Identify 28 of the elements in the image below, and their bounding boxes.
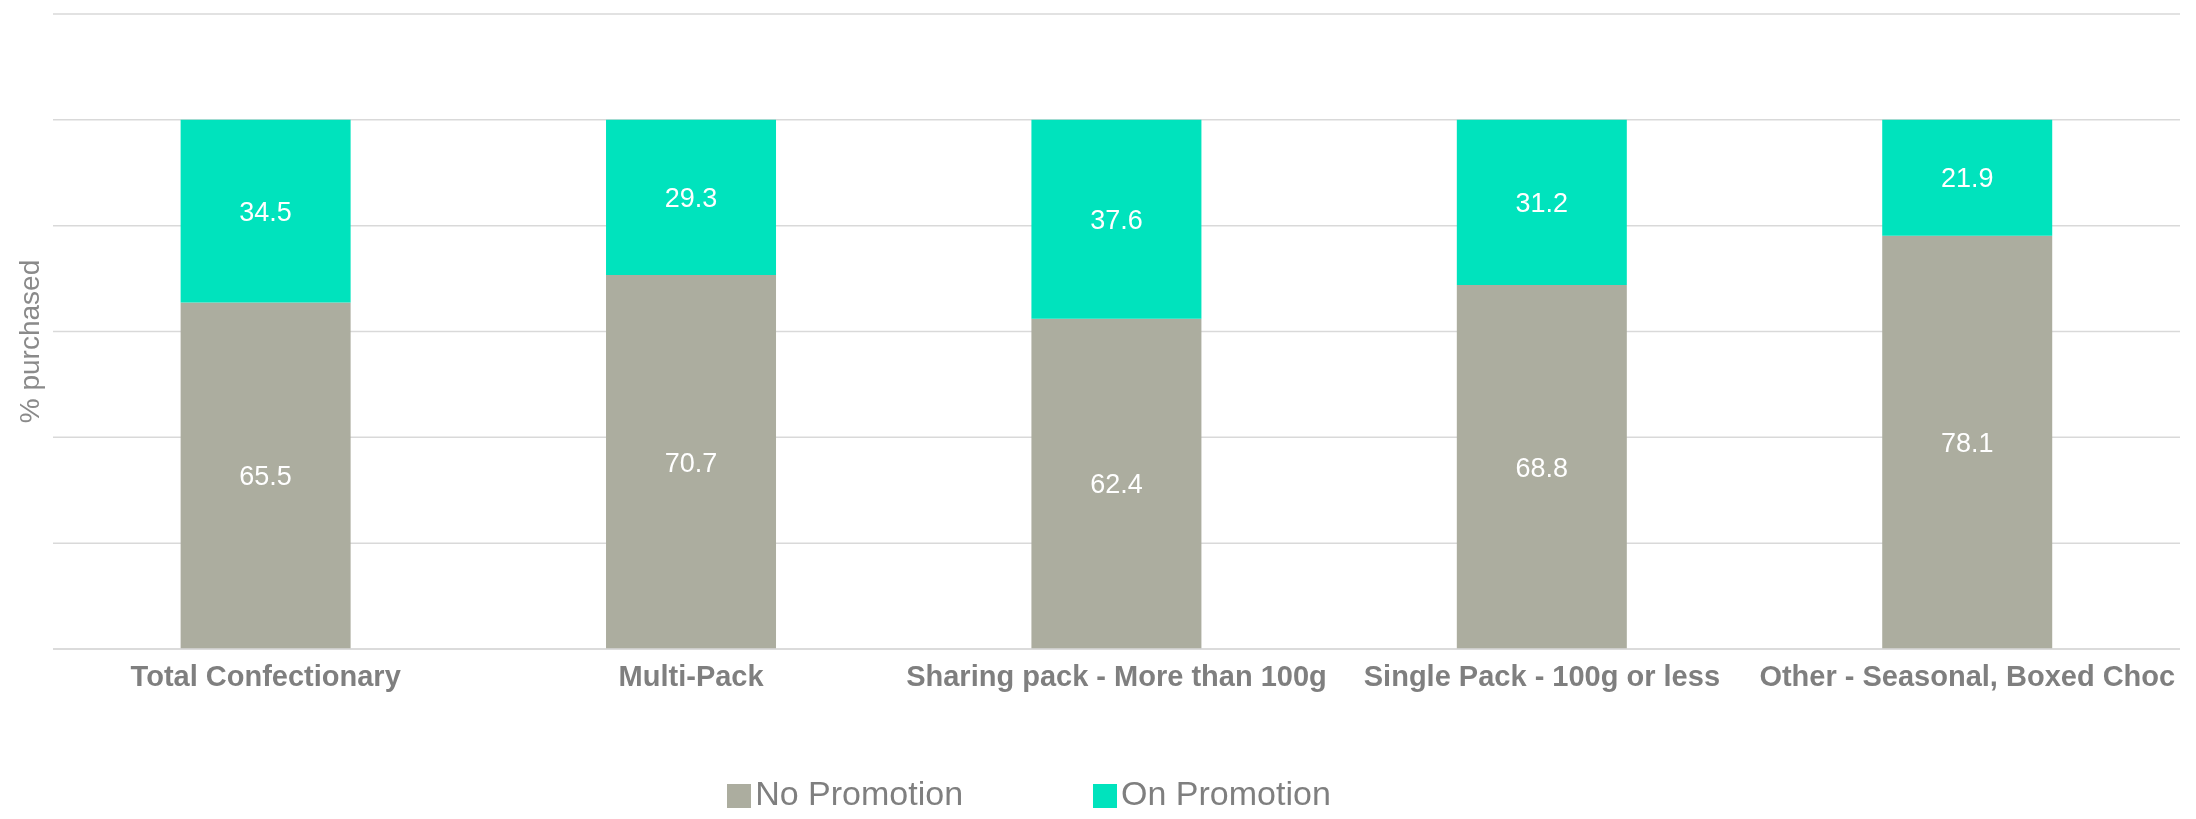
x-tick-label: Single Pack - 100g or less bbox=[1363, 659, 1721, 692]
data-label: 31.2 bbox=[1515, 187, 1569, 218]
bar bbox=[1031, 119, 1202, 319]
data-label: 78.1 bbox=[1940, 427, 1994, 458]
bar bbox=[180, 302, 351, 649]
data-label: 62.4 bbox=[1090, 469, 1143, 500]
bar bbox=[606, 119, 777, 275]
bar bbox=[606, 274, 777, 649]
data-label: 65.5 bbox=[239, 461, 292, 492]
data-label: 21.9 bbox=[1940, 163, 1994, 194]
x-tick-label: Multi-Pack bbox=[618, 659, 765, 692]
data-label: 37.6 bbox=[1090, 204, 1143, 235]
data-label: 68.8 bbox=[1515, 452, 1569, 483]
bar bbox=[1031, 318, 1202, 649]
legend-label: On Promotion bbox=[1121, 774, 1331, 812]
bar bbox=[180, 119, 351, 303]
legend-label: No Promotion bbox=[755, 774, 964, 812]
x-tick-label: Other - Seasonal, Boxed Choc bbox=[1759, 659, 2176, 692]
data-label: 29.3 bbox=[664, 182, 718, 213]
bar bbox=[1456, 119, 1627, 285]
x-tick-label: Total Confectionary bbox=[130, 659, 401, 692]
data-label: 34.5 bbox=[239, 196, 292, 227]
y-axis-title: % purchased bbox=[13, 259, 45, 424]
bar bbox=[1456, 284, 1627, 649]
bar bbox=[1882, 235, 2053, 649]
x-tick-label: Sharing pack - More than 100g bbox=[906, 659, 1327, 692]
bar bbox=[1882, 119, 2053, 236]
data-label: 70.7 bbox=[664, 447, 718, 478]
